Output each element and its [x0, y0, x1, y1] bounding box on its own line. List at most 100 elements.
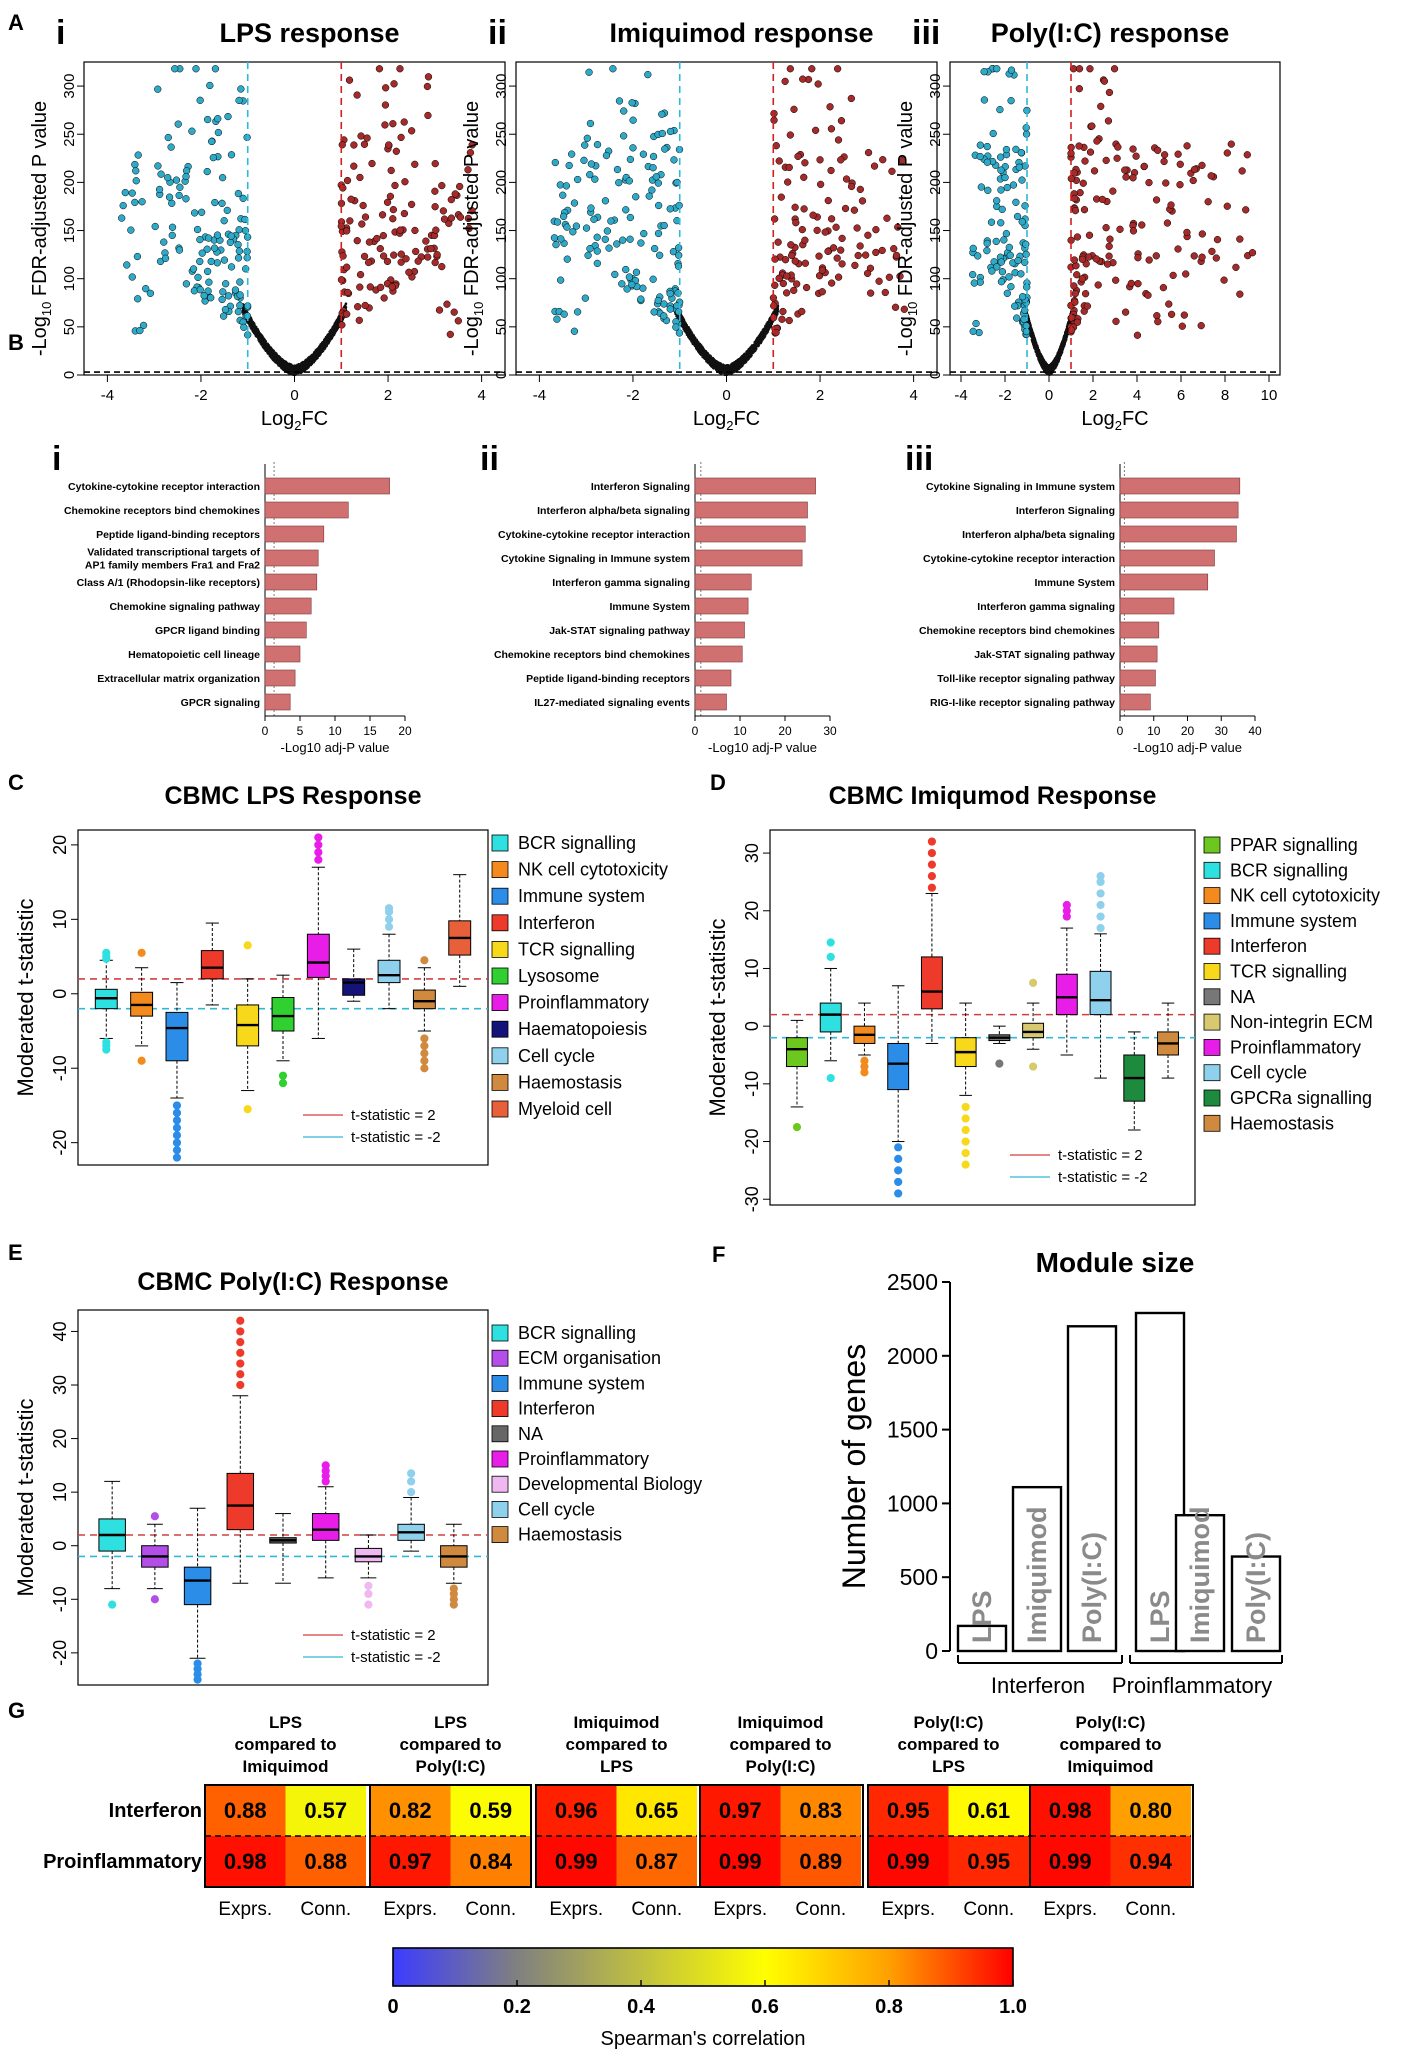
ns-point [699, 344, 703, 348]
ns-point [740, 362, 744, 366]
down-point [625, 177, 633, 185]
up-point [358, 220, 366, 228]
down-point [234, 254, 243, 262]
down-point [609, 65, 617, 73]
up-point [777, 193, 785, 201]
down-point [654, 179, 662, 187]
ns-point [743, 354, 747, 358]
up-point [841, 204, 850, 213]
down-point [213, 231, 222, 239]
ns-point [765, 330, 769, 334]
ns-point [708, 361, 711, 364]
ns-point [720, 364, 724, 368]
ns-point [303, 360, 307, 364]
y-tick-label: 100 [61, 266, 78, 291]
up-point [422, 237, 430, 245]
up-point [872, 226, 880, 234]
down-point [629, 144, 637, 152]
up-point [455, 182, 464, 191]
ns-point [331, 330, 335, 334]
down-point [200, 292, 208, 300]
down-point [666, 305, 674, 313]
up-point [784, 178, 792, 186]
up-point [379, 252, 388, 260]
x-tick-label: 4 [909, 387, 917, 404]
down-point [235, 226, 243, 234]
down-point [157, 170, 165, 178]
up-point [801, 236, 809, 244]
up-point [847, 94, 855, 103]
ns-point [328, 334, 331, 338]
ns-point [258, 339, 262, 342]
ns-point [763, 334, 767, 337]
down-point [670, 156, 678, 164]
down-point [557, 235, 565, 243]
down-point [666, 289, 674, 298]
down-point [198, 249, 206, 257]
up-point [405, 268, 413, 276]
ns-point [261, 336, 265, 339]
ns-point [296, 366, 300, 369]
down-point [168, 223, 177, 231]
up-point [346, 217, 354, 225]
ns-point [685, 323, 689, 327]
up-point [354, 303, 362, 311]
up-point [359, 201, 367, 210]
down-point [236, 291, 244, 299]
down-point [154, 85, 162, 93]
up-point [834, 136, 843, 144]
ns-point [683, 326, 686, 330]
up-point [775, 157, 783, 165]
down-point [196, 235, 204, 244]
ns-point [752, 348, 756, 352]
up-point [824, 196, 832, 205]
up-point [431, 258, 439, 267]
ns-point [262, 340, 265, 343]
down-point [570, 199, 579, 207]
x-tick-label: -2 [194, 387, 207, 404]
up-point [456, 213, 465, 221]
up-point [827, 125, 836, 133]
down-point [602, 151, 611, 160]
up-point [381, 121, 389, 129]
down-point [559, 212, 568, 221]
ns-point [721, 369, 725, 372]
up-point [815, 252, 823, 260]
down-point [210, 244, 219, 252]
ns-point [686, 330, 690, 334]
volcano-title: LPS response [219, 18, 399, 48]
ns-point [693, 344, 697, 347]
ns-point [690, 336, 693, 339]
down-point [584, 251, 592, 259]
down-point [209, 153, 217, 162]
down-point [172, 176, 181, 184]
ns-point [323, 342, 326, 346]
ns-point [255, 334, 259, 338]
up-point [412, 247, 420, 256]
up-point [866, 289, 875, 297]
up-point [345, 76, 354, 84]
ns-point [744, 357, 748, 361]
up-point [411, 160, 419, 168]
down-point [650, 244, 659, 253]
volcano-frame [515, 61, 938, 376]
up-point [808, 65, 816, 73]
down-point [151, 222, 159, 231]
ns-point [691, 342, 695, 345]
up-point [838, 234, 846, 243]
up-point [356, 283, 364, 291]
up-point [392, 147, 400, 155]
down-point [131, 198, 139, 207]
down-point [675, 251, 683, 259]
down-point [206, 81, 214, 90]
down-point [639, 284, 647, 292]
ns-point [730, 362, 734, 366]
up-point [827, 215, 836, 223]
up-point [431, 159, 439, 168]
down-point [562, 182, 570, 190]
ns-point [261, 344, 265, 348]
up-point [775, 274, 783, 282]
ns-point [723, 372, 727, 376]
down-point [629, 116, 637, 124]
down-point [654, 296, 662, 305]
